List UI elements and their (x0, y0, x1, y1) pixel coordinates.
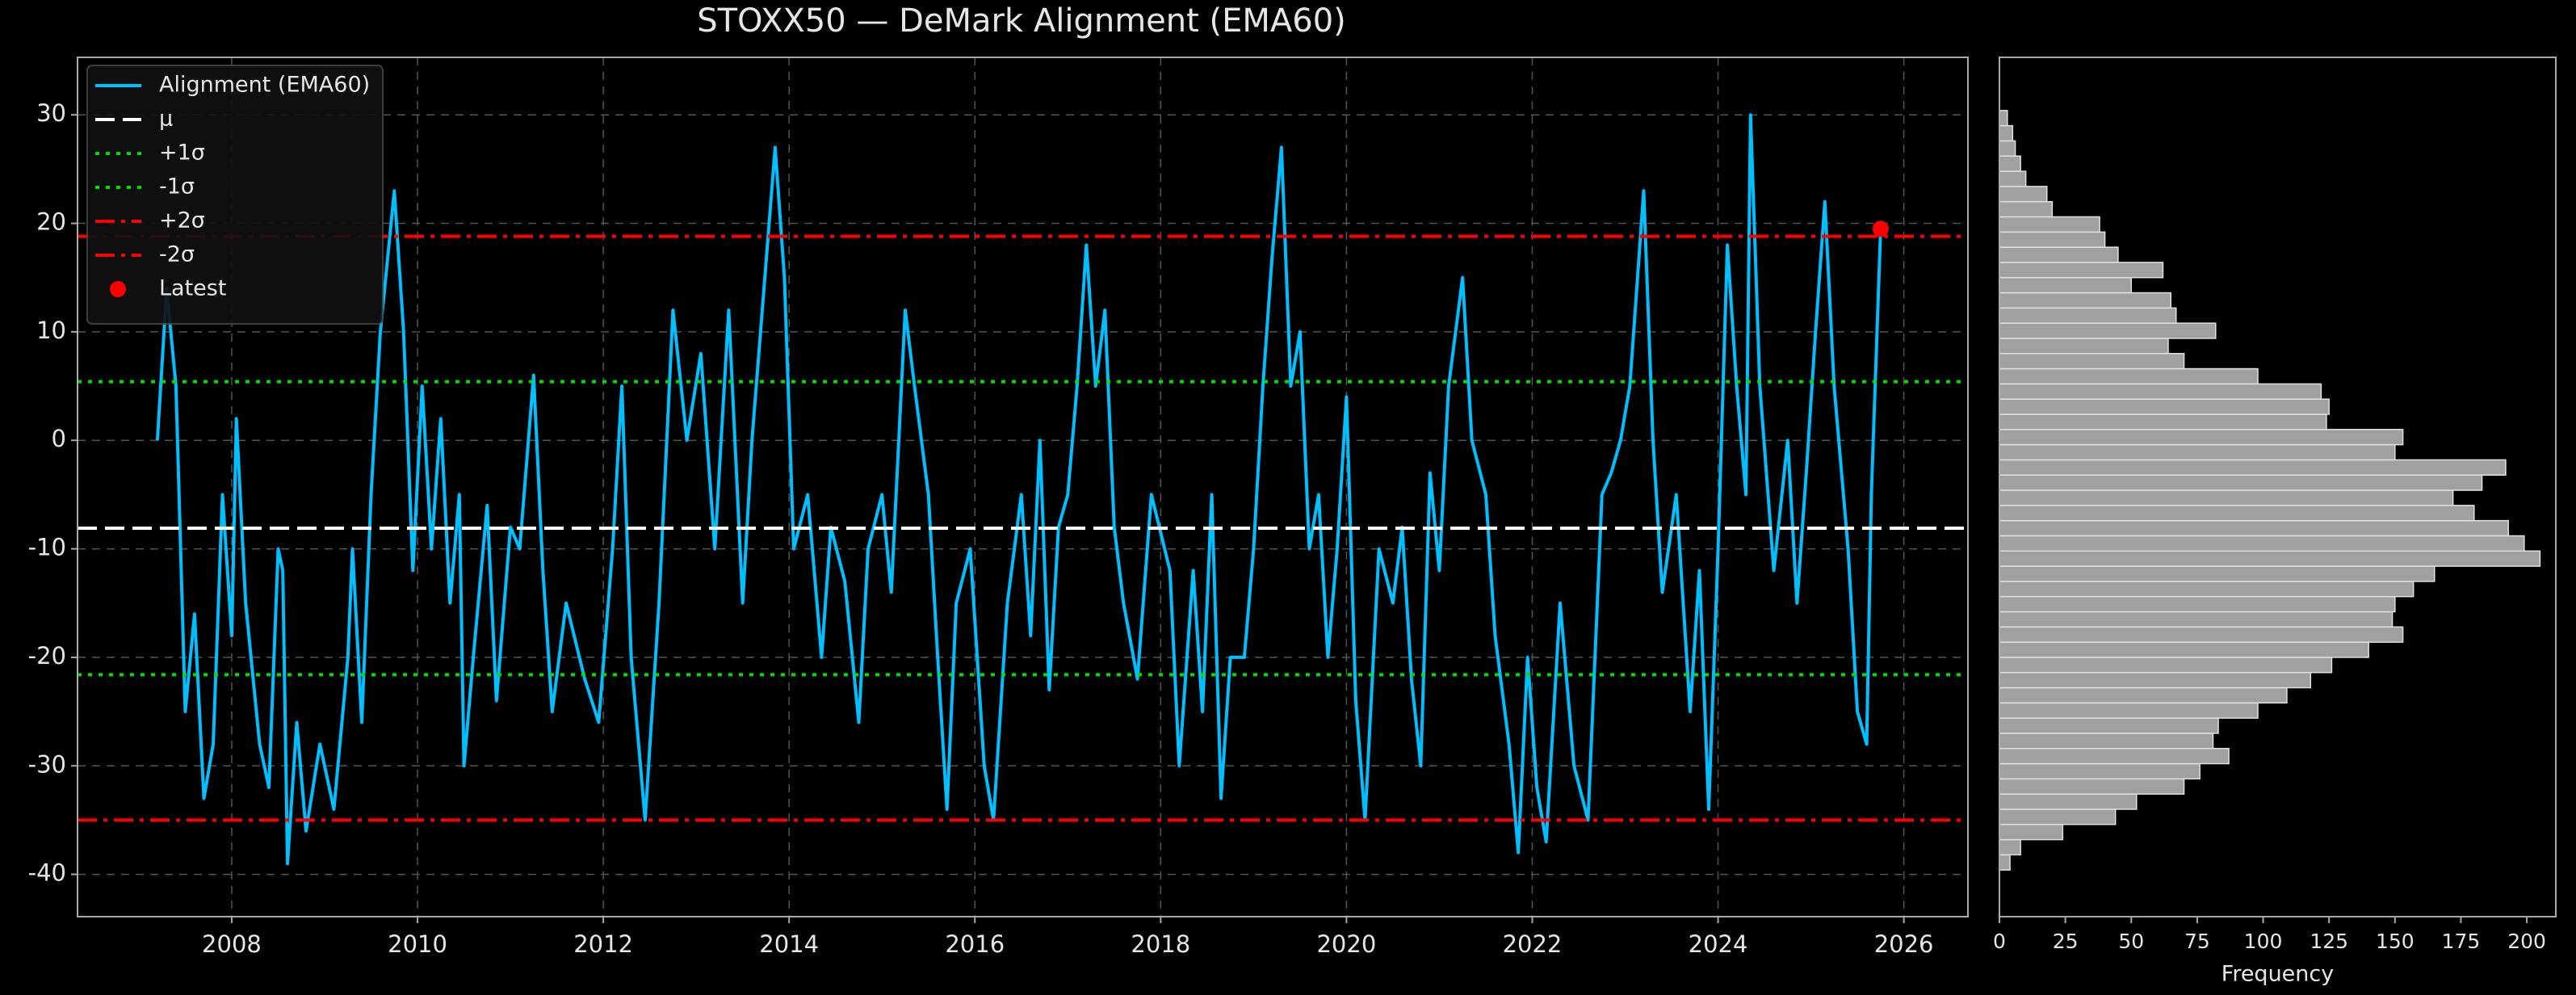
x-tick-label: 2024 (1689, 930, 1748, 958)
histogram-bar (1999, 459, 2507, 476)
histogram-bar (1999, 838, 2021, 856)
x-tick-label: 100 (2244, 930, 2283, 953)
x-tick-label: 150 (2376, 930, 2414, 953)
x-tick-label: 75 (2184, 930, 2210, 953)
histogram-bar (1999, 671, 2312, 689)
histogram-bar (1999, 231, 2106, 248)
x-tick-label: 200 (2507, 930, 2546, 953)
histogram-bar (1999, 170, 2027, 187)
legend-label: Latest (159, 276, 226, 301)
legend-label: -1σ (159, 174, 195, 199)
histogram-bar (1999, 140, 2016, 157)
y-tick-label: -30 (28, 750, 66, 778)
histogram-bar (1999, 686, 2288, 704)
legend-marker (110, 281, 126, 297)
x-tick-label: 2014 (759, 930, 819, 958)
x-tick-label: 2022 (1503, 930, 1563, 958)
histogram-bar (1999, 383, 2322, 400)
y-tick-label: -10 (28, 534, 66, 561)
histogram-bar (1999, 216, 2100, 233)
histogram-bar (1999, 733, 2214, 749)
histogram-bar (1999, 611, 2393, 628)
plot-frame (77, 57, 1969, 917)
y-tick-label: -40 (28, 859, 66, 887)
x-tick-label: 2018 (1131, 930, 1190, 958)
histogram-bar (1999, 505, 2475, 522)
x-tick-label: 175 (2442, 930, 2481, 953)
x-tick-label: 2020 (1316, 930, 1376, 958)
histogram-bar (1999, 854, 2011, 871)
y-tick-label: 0 (52, 425, 66, 452)
histogram-bar (1999, 626, 2404, 643)
histogram-bar (1999, 702, 2259, 719)
y-tick-label: 10 (36, 317, 66, 344)
y-tick-label: 30 (36, 99, 66, 127)
legend-label: μ (159, 107, 173, 132)
plot-frame (1999, 57, 2557, 917)
histogram-bar (1999, 641, 2369, 658)
histogram-bar (1999, 443, 2396, 461)
histogram-bar (1999, 429, 2404, 446)
histogram-bar (1999, 657, 2333, 674)
histogram-bar (1999, 307, 2177, 324)
histogram-bar (1999, 155, 2021, 172)
histogram-bar (1999, 124, 2014, 142)
histogram-bar (1999, 717, 2219, 734)
histogram-bar (1999, 338, 2169, 355)
histogram-bar (1999, 398, 2330, 415)
legend-label: Alignment (EMA60) (159, 73, 370, 98)
x-axis-label: Frequency (2221, 962, 2335, 987)
histogram-bar (1999, 246, 2119, 263)
x-tick-label: 2010 (388, 930, 447, 958)
x-tick-label: 25 (2053, 930, 2079, 953)
x-tick-label: 50 (2118, 930, 2144, 953)
legend-box (86, 65, 384, 325)
histogram-bar (1999, 565, 2435, 582)
histogram-bar (1999, 474, 2483, 491)
histogram-bar (1999, 262, 2164, 279)
histogram-bar (1999, 808, 2117, 825)
y-tick-label: 20 (36, 208, 66, 236)
x-tick-label: 2008 (202, 930, 262, 958)
x-tick-label: 125 (2310, 930, 2348, 953)
histogram-bar (1999, 824, 2064, 841)
x-tick-label: 2016 (945, 930, 1005, 958)
histogram-bar (1999, 353, 2185, 370)
histogram-bar (1999, 581, 2414, 598)
histogram-bar (1999, 762, 2201, 780)
x-tick-label: 0 (1993, 930, 2006, 953)
chart-title: STOXX50 — DeMark Alignment (EMA60) (697, 2, 1346, 40)
histogram-bar (1999, 110, 2008, 127)
latest-point (1872, 220, 1889, 237)
legend-label: +2σ (159, 208, 205, 233)
legend-label: -2σ (159, 242, 195, 267)
histogram-bar (1999, 489, 2454, 506)
histogram-bar (1999, 748, 2230, 765)
histogram-bar (1999, 414, 2327, 430)
x-tick-label: 2026 (1874, 930, 1934, 958)
histogram-bar (1999, 367, 2259, 385)
histogram-bar (1999, 186, 2048, 203)
histogram-bar (1999, 778, 2185, 795)
histogram-bar (1999, 535, 2525, 552)
legend-label: +1σ (159, 141, 205, 166)
x-tick-label: 2012 (573, 930, 633, 958)
histogram-bar (1999, 276, 2133, 294)
histogram-bar (1999, 595, 2396, 613)
histogram-bar (1999, 200, 2054, 218)
histogram-bar (1999, 793, 2138, 810)
histogram-bar (1999, 550, 2541, 567)
y-tick-label: -20 (28, 642, 66, 670)
histogram-bar (1999, 519, 2509, 537)
data-line (155, 113, 1882, 866)
histogram-bar (1999, 292, 2172, 309)
histogram-bar (1999, 322, 2217, 339)
